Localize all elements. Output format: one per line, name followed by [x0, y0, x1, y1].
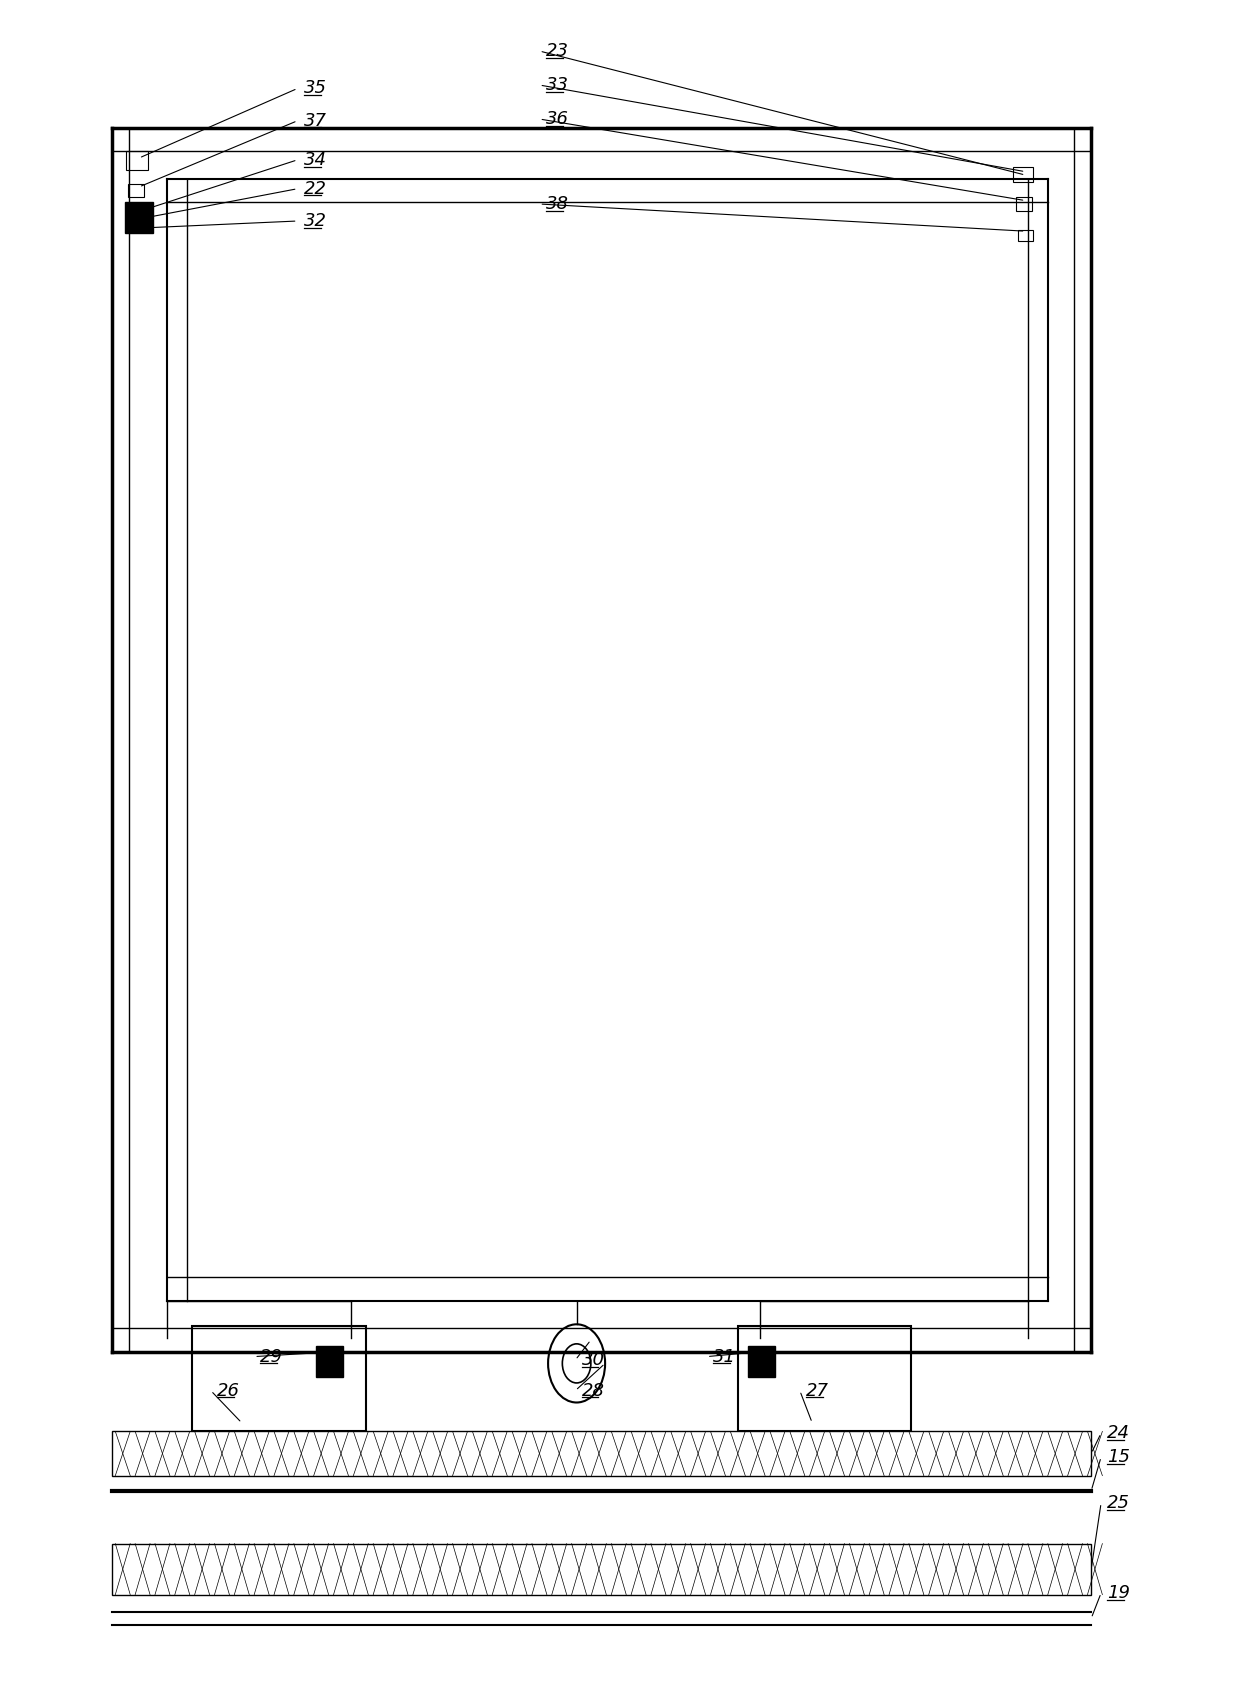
Text: 37: 37	[304, 112, 327, 129]
Bar	[1018, 230, 1033, 241]
Text: 28: 28	[582, 1382, 605, 1399]
Text: 35: 35	[304, 80, 327, 97]
Text: 36: 36	[546, 110, 569, 128]
Bar	[1016, 197, 1032, 211]
Bar	[112, 1431, 1091, 1476]
Text: 31: 31	[713, 1348, 737, 1365]
Bar	[125, 202, 153, 233]
Text: 32: 32	[304, 212, 327, 230]
Text: 15: 15	[1107, 1448, 1131, 1465]
Text: 26: 26	[217, 1382, 241, 1399]
Bar	[748, 1346, 775, 1377]
Circle shape	[563, 1343, 591, 1384]
Text: 23: 23	[546, 42, 569, 60]
Text: 38: 38	[546, 196, 569, 212]
Bar	[126, 151, 148, 170]
Bar	[128, 184, 144, 197]
Bar	[316, 1346, 343, 1377]
Text: 33: 33	[546, 76, 569, 94]
Text: 30: 30	[582, 1352, 605, 1368]
Text: 24: 24	[1107, 1425, 1131, 1442]
Circle shape	[548, 1324, 605, 1402]
Bar	[1013, 167, 1033, 182]
Text: 29: 29	[260, 1348, 284, 1365]
Bar	[738, 1326, 911, 1431]
Text: 27: 27	[806, 1382, 830, 1399]
Text: 22: 22	[304, 180, 327, 197]
Text: 19: 19	[1107, 1584, 1131, 1601]
Bar	[192, 1326, 366, 1431]
Text: 34: 34	[304, 151, 327, 168]
Text: 25: 25	[1107, 1494, 1131, 1511]
Bar	[112, 1544, 1091, 1595]
